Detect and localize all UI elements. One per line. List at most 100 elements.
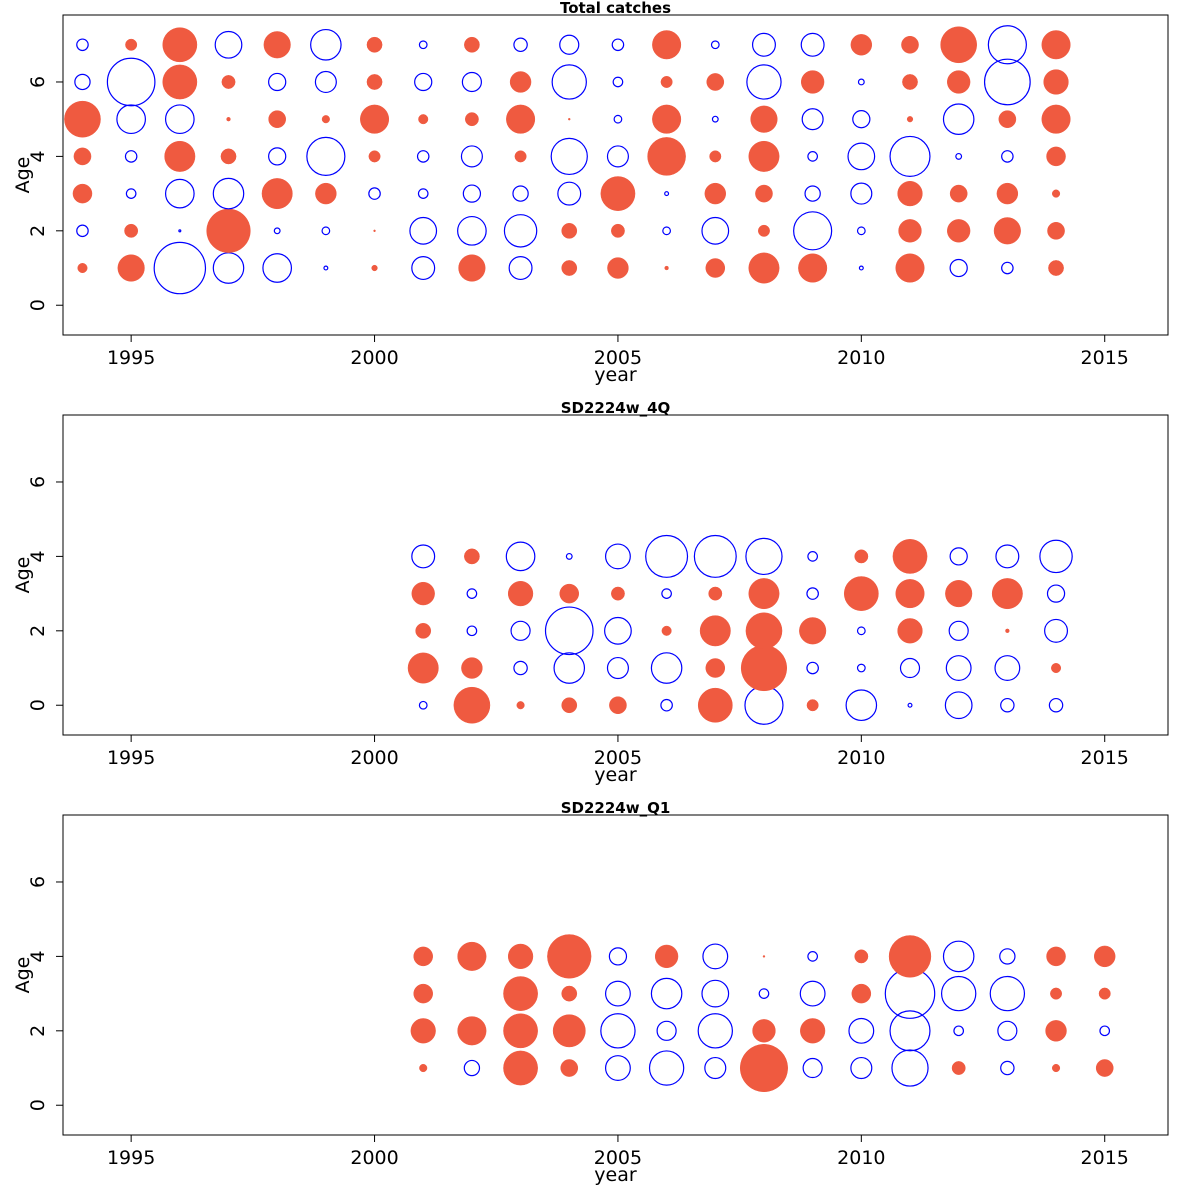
negative-residual-bubble [409,216,438,245]
negative-residual-bubble [418,40,428,50]
negative-residual-bubble [606,656,629,680]
negative-residual-bubble [513,660,528,676]
x-tick-label: 2015 [1081,747,1129,769]
positive-residual-bubble [457,941,487,971]
negative-residual-bubble [710,40,720,50]
negative-residual-bubble [997,1020,1018,1041]
positive-residual-bubble [73,147,92,166]
positive-residual-bubble [373,229,376,233]
negative-residual-bubble [164,104,195,135]
positive-residual-bubble [996,182,1019,205]
negative-residual-bubble [178,229,182,233]
positive-residual-bubble [561,697,578,714]
positive-residual-bubble [762,955,766,958]
positive-residual-bubble [897,181,923,207]
x-tick-label: 2005 [594,347,642,369]
positive-residual-bubble [410,1018,436,1044]
negative-residual-bubble [983,58,1031,106]
negative-residual-bubble [460,145,483,168]
negative-residual-bubble [793,211,833,251]
negative-residual-bubble [942,940,975,973]
positive-residual-bubble [800,70,825,94]
positive-residual-bubble [506,104,536,134]
positive-residual-bubble [561,222,578,239]
negative-residual-bubble [106,57,156,107]
positive-residual-bubble [366,74,383,90]
negative-residual-bubble [368,187,381,200]
negative-residual-bubble [416,150,430,163]
positive-residual-bubble [798,253,828,283]
negative-residual-bubble [889,1010,931,1052]
negative-residual-bubble [948,620,969,641]
x-tick-label: 2005 [594,747,642,769]
positive-residual-bubble [706,73,725,91]
negative-residual-bubble [1001,150,1014,163]
positive-residual-bubble [514,150,527,163]
negative-residual-bubble [418,700,428,710]
positive-residual-bubble [464,548,480,565]
negative-residual-bubble [76,224,89,238]
negative-residual-bubble [550,137,588,176]
negative-residual-bubble [693,534,737,578]
x-tick-label: 2000 [350,347,398,369]
positive-residual-bubble [947,219,971,243]
negative-residual-bubble [899,657,921,679]
chart-panel-3: SD2224w_Q1 1995 2000 2005 2010 2015 0 2 4 6 year Ag… [12,799,1169,1186]
positive-residual-bubble [850,34,873,56]
negative-residual-bubble [660,698,673,712]
chart-panel-1: Total catches 1995 2000 2005 2010 2015 0 2 4 6 yea… [12,0,1169,386]
negative-residual-bubble [544,606,594,656]
positive-residual-bubble [664,265,669,271]
x-axis-label: year [594,364,637,386]
positive-residual-bubble [407,652,439,684]
positive-residual-bubble [697,687,733,723]
y-tick-label: 2 [27,625,49,637]
negative-residual-bubble [153,241,207,295]
panel-title: SD2224w_Q1 [561,799,671,817]
x-tick-label: 2015 [1081,347,1129,369]
x-tick-label: 2010 [837,1147,885,1169]
positive-residual-bubble [806,699,819,712]
negative-residual-bubble [1000,697,1015,713]
negative-residual-bubble [701,216,730,245]
negative-residual-bubble [807,951,818,962]
x-tick-label: 2000 [350,747,398,769]
positive-residual-bubble [758,224,770,237]
positive-residual-bubble [415,622,432,639]
negative-residual-bubble [74,73,91,91]
negative-residual-bubble [1039,539,1073,574]
positive-residual-bubble [708,586,723,601]
positive-residual-bubble [993,217,1021,245]
negative-residual-bubble [1000,1060,1015,1076]
positive-residual-bubble [321,115,330,124]
negative-residual-bubble [661,588,672,599]
negative-residual-bubble [1048,697,1064,713]
positive-residual-bubble [164,140,196,172]
negative-residual-bubble [604,543,631,570]
positive-residual-bubble [1046,946,1066,967]
negative-residual-bubble [799,980,826,1007]
positive-residual-bubble [906,116,914,123]
positive-residual-bubble [600,176,636,211]
positive-residual-bubble [221,75,236,89]
positive-residual-bubble [1050,987,1062,1000]
negative-residual-bubble [942,103,975,135]
negative-residual-bubble [553,652,586,684]
positive-residual-bubble [609,696,627,715]
y-tick-label: 6 [27,876,49,888]
x-axis-label: year [594,1164,637,1186]
positive-residual-bubble [77,263,88,274]
positive-residual-bubble [854,949,869,964]
positive-residual-bubble [1051,1063,1061,1073]
y-axis-label: Age [12,157,34,194]
negative-residual-bubble [505,541,536,572]
positive-residual-bubble [1045,1020,1067,1042]
positive-residual-bubble [888,935,932,978]
negative-residual-bubble [411,256,436,281]
negative-residual-bubble [848,1017,875,1044]
positive-residual-bubble [705,258,726,278]
negative-residual-bubble [806,661,819,675]
negative-residual-bubble [557,181,582,206]
negative-residual-bubble [650,652,683,684]
negative-residual-bubble [600,1013,636,1049]
